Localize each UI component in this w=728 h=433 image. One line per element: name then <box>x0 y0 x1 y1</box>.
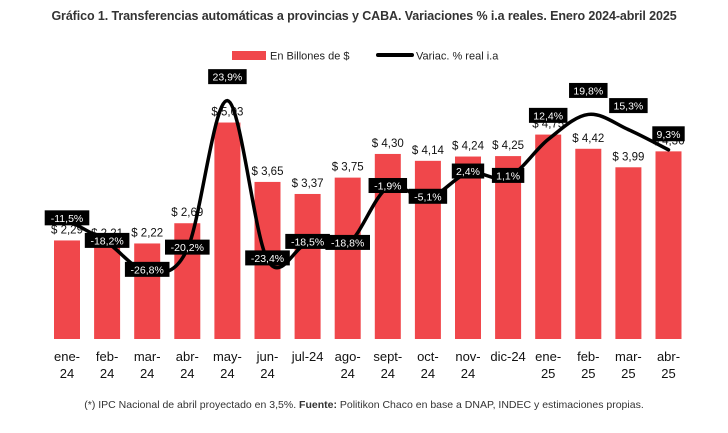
legend-bar-swatch <box>232 51 266 60</box>
bar <box>134 243 161 339</box>
x-tick-label: abr- <box>657 349 680 364</box>
bar-value-label: $ 4,14 <box>412 145 445 157</box>
legend-bar-label: En Billones de $ <box>270 51 350 63</box>
line-value-label: -23,4% <box>251 253 284 265</box>
x-tick-label: ene- <box>54 349 80 364</box>
line-label-box <box>569 82 608 98</box>
x-tick-label: 24 <box>381 366 395 381</box>
x-tick-label: 24 <box>140 366 154 381</box>
line-label-box <box>208 69 247 85</box>
line-label-box <box>408 188 448 204</box>
x-tick-label: 24 <box>340 366 354 381</box>
line-label-box <box>325 234 370 250</box>
x-tick-label: dic-24 <box>490 349 525 364</box>
line-value-label: -18,8% <box>331 237 364 249</box>
bar-value-label: $ 4,24 <box>452 141 485 153</box>
bar-value-label: $ 5,03 <box>211 107 243 119</box>
bar <box>615 167 642 339</box>
x-tick-label: ago- <box>335 349 361 364</box>
line-label-box <box>84 232 130 248</box>
line-label-box <box>491 167 525 183</box>
line-value-label: -20,2% <box>171 242 204 254</box>
line-label-box <box>165 239 210 255</box>
line-value-label: -26,8% <box>131 264 164 276</box>
bar-value-label: $ 4,30 <box>372 138 404 150</box>
bar-value-label: $ 4,75 <box>532 119 564 131</box>
bar-value-label: $ 3,99 <box>612 151 644 163</box>
x-tick-label: abr- <box>176 349 199 364</box>
line-value-label: -11,5% <box>51 213 84 225</box>
bar-value-label: $ 2,29 <box>51 224 83 236</box>
line-label-box <box>285 233 330 249</box>
bar <box>414 160 441 339</box>
line-value-label: 1,1% <box>496 170 520 182</box>
bar <box>214 122 241 339</box>
bar <box>294 193 321 339</box>
x-tick-label: mar- <box>134 349 161 364</box>
line-label-box <box>609 98 648 114</box>
bar-value-label: $ 4,42 <box>572 133 604 145</box>
chart-footnote: (*) IPC Nacional de abril proyectado en … <box>0 399 728 411</box>
line-label-box <box>124 261 170 277</box>
bar-value-label: $ 3,65 <box>252 166 284 178</box>
bar-value-label: $ 3,37 <box>292 178 324 190</box>
bar <box>575 148 602 339</box>
bar <box>535 134 562 339</box>
x-tick-label: mar- <box>615 349 642 364</box>
x-tick-label: oct- <box>417 349 439 364</box>
x-tick-label: 24 <box>100 366 114 381</box>
x-tick-label: nov- <box>455 349 480 364</box>
x-tick-label: feb- <box>96 349 118 364</box>
line-label-box <box>451 163 485 179</box>
line-value-label: -1,9% <box>374 181 401 193</box>
x-tick-label: 25 <box>661 366 675 381</box>
x-tick-label: 24 <box>60 366 74 381</box>
x-tick-label: 24 <box>421 366 435 381</box>
footnote-prefix: (*) IPC Nacional de abril proyectado en … <box>84 399 300 411</box>
x-tick-label: 25 <box>581 366 595 381</box>
footnote-source-text: Politikon Chaco en base a DNAP, INDEC y … <box>336 399 644 411</box>
line-label-box <box>44 210 90 226</box>
x-tick-label: sept- <box>373 349 402 364</box>
bar-value-label: $ 2,22 <box>131 227 163 239</box>
line-value-label: 9,3% <box>657 129 681 141</box>
legend-line-label: Variac. % real i.a <box>416 51 499 63</box>
bar-value-label: $ 4,25 <box>492 140 524 152</box>
line-value-label: -18,2% <box>90 235 123 247</box>
line-value-label: -18,5% <box>291 236 324 248</box>
line-value-label: 12,4% <box>533 110 563 122</box>
x-tick-label: jun- <box>256 349 279 364</box>
footnote-source-label: Fuente: <box>299 399 337 411</box>
line-label-box <box>245 250 290 266</box>
line-value-label: -5,1% <box>414 191 441 203</box>
bar <box>94 243 121 339</box>
x-tick-label: 24 <box>260 366 274 381</box>
x-tick-label: ene- <box>535 349 561 364</box>
bar-value-label: $ 3,75 <box>332 162 364 174</box>
bar <box>655 151 682 339</box>
x-tick-label: 25 <box>621 366 635 381</box>
bar <box>54 240 80 339</box>
chart-title: Gráfico 1. Transferencias automáticas a … <box>51 9 677 23</box>
x-tick-label: 25 <box>541 366 555 381</box>
line-value-label: 2,4% <box>456 166 480 178</box>
line-label-box <box>368 178 408 194</box>
line-label-box <box>528 107 568 123</box>
x-tick-label: 24 <box>461 366 475 381</box>
bar <box>495 156 522 339</box>
line-value-label: 19,8% <box>573 85 603 97</box>
x-tick-label: may- <box>213 349 242 364</box>
line-value-label: 23,9% <box>213 72 243 84</box>
bar <box>334 177 361 339</box>
x-tick-label: 24 <box>220 366 234 381</box>
bar <box>455 156 481 339</box>
x-tick-label: jul-24 <box>291 349 324 364</box>
line-label-box <box>652 126 685 142</box>
x-tick-label: 24 <box>180 366 194 381</box>
x-tick-label: feb- <box>577 349 599 364</box>
line-value-label: 15,3% <box>614 101 644 113</box>
